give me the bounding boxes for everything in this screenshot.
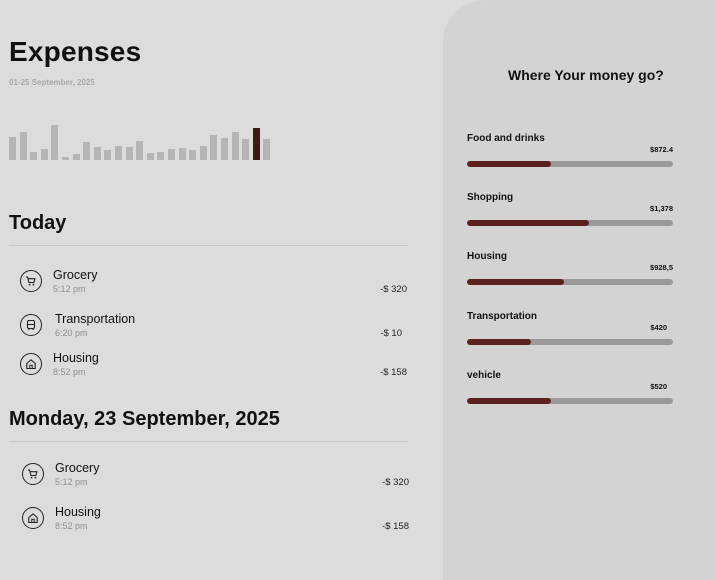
list-item-grocery[interactable]: Grocery 5:12 pm -$ 320 <box>20 268 410 300</box>
chart-bar[interactable] <box>104 150 112 160</box>
progress-fill <box>467 339 531 345</box>
item-name: Transportation <box>55 312 136 326</box>
progress-fill <box>467 279 564 285</box>
chart-bar[interactable] <box>83 141 91 160</box>
divider <box>9 441 408 442</box>
progress-track <box>467 220 673 226</box>
progress-track <box>467 398 673 404</box>
chart-bar[interactable] <box>51 125 59 160</box>
daily-expense-bar-chart <box>9 120 279 160</box>
chart-bar[interactable] <box>168 149 175 160</box>
category-amount: $928,5 <box>650 263 673 272</box>
chart-bar[interactable] <box>9 136 16 160</box>
chart-bar[interactable] <box>189 150 197 160</box>
chart-bar[interactable] <box>263 138 271 160</box>
list-item-transportation[interactable]: Transportation 6:20 pm -$ 10 <box>20 312 410 344</box>
section-title-monday: Monday, 23 September, 2025 <box>9 408 280 430</box>
category-label: Food and drinks <box>467 133 545 144</box>
item-amount: -$ 10 <box>380 328 402 339</box>
progress-fill <box>467 220 589 226</box>
bus-icon <box>20 314 42 336</box>
progress-fill <box>467 398 552 404</box>
progress-track <box>467 339 673 345</box>
chart-bar[interactable] <box>93 147 101 160</box>
category-vehicle[interactable]: vehicle $520 <box>467 370 673 410</box>
home-icon <box>22 507 44 529</box>
panel-title: Where Your money go? <box>508 67 664 83</box>
chart-bar[interactable] <box>178 148 186 160</box>
item-time: 5:12 pm <box>55 477 88 487</box>
chart-bar[interactable] <box>252 128 260 160</box>
chart-bar[interactable] <box>157 151 165 160</box>
progress-track <box>467 279 673 285</box>
category-amount: $520 <box>650 382 667 391</box>
category-label: Transportation <box>467 311 538 322</box>
category-label: vehicle <box>467 370 501 381</box>
list-item-housing[interactable]: Housing 8:52 pm -$ 158 <box>22 505 412 537</box>
category-transportation[interactable]: Transportation $420 <box>467 311 673 351</box>
category-label: Housing <box>467 251 507 262</box>
cart-icon <box>20 270 42 292</box>
chart-bar[interactable] <box>221 137 228 160</box>
item-name: Housing <box>55 505 101 519</box>
chart-bar[interactable] <box>146 152 154 160</box>
category-food-and-drinks[interactable]: Food and drinks $872.4 <box>467 133 673 173</box>
chart-bar[interactable] <box>19 132 27 160</box>
progress-fill <box>467 161 552 167</box>
item-amount: -$ 320 <box>380 284 407 295</box>
item-name: Grocery <box>53 268 98 282</box>
item-amount: -$ 158 <box>382 521 409 532</box>
page-title: Expenses <box>9 36 142 67</box>
category-label: Shopping <box>467 192 514 203</box>
item-name: Grocery <box>55 461 100 475</box>
chart-bar[interactable] <box>231 132 239 160</box>
item-amount: -$ 320 <box>382 477 409 488</box>
section-title-today: Today <box>9 212 67 234</box>
chart-bar[interactable] <box>115 146 122 160</box>
chart-bar[interactable] <box>199 146 207 160</box>
chart-bar[interactable] <box>125 147 133 160</box>
divider <box>9 245 408 246</box>
item-time: 8:52 pm <box>53 367 86 377</box>
category-shopping[interactable]: Shopping $1,378 <box>467 192 673 232</box>
chart-bar[interactable] <box>62 156 69 160</box>
cart-icon <box>22 463 44 485</box>
item-time: 8:52 pm <box>55 521 88 531</box>
category-amount: $1,378 <box>650 204 673 213</box>
date-range: 01-25 September, 2025 <box>9 78 95 87</box>
list-item-grocery[interactable]: Grocery 5:12 pm -$ 320 <box>22 461 412 493</box>
list-item-housing[interactable]: Housing 8:52 pm -$ 158 <box>20 351 410 383</box>
item-name: Housing <box>53 351 99 365</box>
progress-track <box>467 161 673 167</box>
chart-bar[interactable] <box>210 134 218 160</box>
item-time: 6:20 pm <box>55 328 88 338</box>
chart-bar[interactable] <box>30 151 38 160</box>
chart-bar[interactable] <box>136 140 144 160</box>
category-amount: $420 <box>650 323 667 332</box>
category-amount: $872.4 <box>650 145 673 154</box>
item-amount: -$ 158 <box>380 367 407 378</box>
expenses-list-pane: Expenses 01-25 September, 2025 Today Gro… <box>9 36 412 537</box>
chart-bar[interactable] <box>242 138 250 160</box>
chart-bar[interactable] <box>40 149 48 160</box>
chart-bar[interactable] <box>72 153 80 160</box>
category-housing[interactable]: Housing $928,5 <box>467 251 673 291</box>
spending-breakdown-panel <box>443 0 716 580</box>
item-time: 5:12 pm <box>53 284 86 294</box>
home-icon <box>20 353 42 375</box>
